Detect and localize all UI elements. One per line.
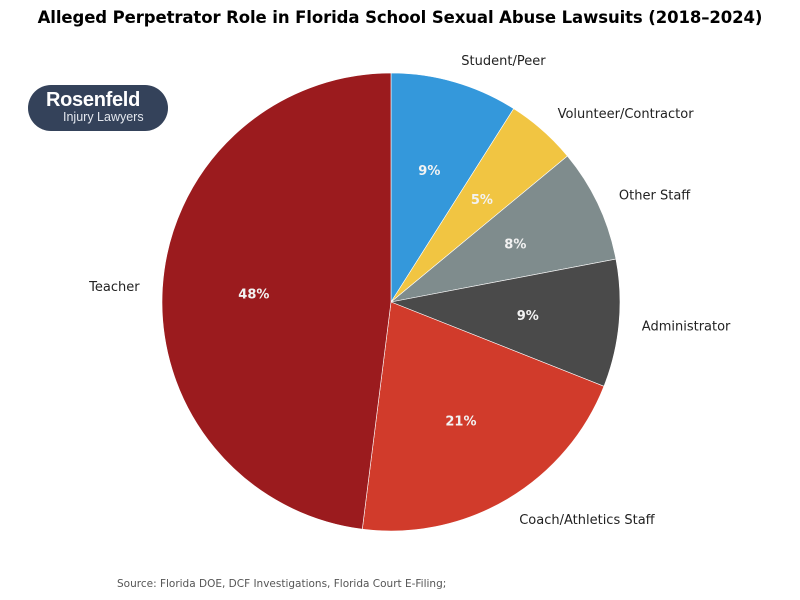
pie-category-labels: Student/Peer Volunteer/Contractor Other St… [88, 54, 731, 528]
pie-slice-student-peer [390, 72, 515, 304]
pie-percent-label: 9% [517, 309, 539, 324]
pie-percent-label: 48% [238, 287, 269, 302]
chart-title: Alleged Perpetrator Role in Florida Scho… [37, 8, 763, 27]
pie-slice-teacher [161, 72, 392, 530]
pie-slice-coach-athletics-staff [361, 301, 605, 532]
pie-slice-other-staff [390, 155, 617, 303]
logo-brand-text: Rosenfeld [46, 89, 140, 111]
pie-percent-labels: 9% 5% 8% 9% 21% 48% [238, 164, 539, 429]
pie-slices [161, 72, 621, 532]
pie-category-label: Volunteer/Contractor [558, 107, 695, 122]
pie-percent-label: 8% [504, 237, 526, 252]
pie-percent-label: 9% [418, 164, 440, 179]
pie-category-label: Coach/Athletics Staff [519, 513, 655, 528]
pie-percent-label: 5% [471, 193, 493, 208]
pie-category-label: Student/Peer [461, 54, 546, 69]
pie-slice-administrator [389, 258, 621, 387]
source-note: Source: Florida DOE, DCF Investigations,… [117, 578, 447, 590]
pie-category-label: Other Staff [619, 189, 691, 204]
pie-category-label: Administrator [642, 320, 731, 335]
pie-category-label: Teacher [88, 280, 140, 295]
logo-subtitle-text: Injury Lawyers [63, 110, 144, 124]
pie-percent-label: 21% [445, 414, 476, 429]
rosenfeld-logo: Rosenfeld Injury Lawyers [28, 85, 168, 131]
